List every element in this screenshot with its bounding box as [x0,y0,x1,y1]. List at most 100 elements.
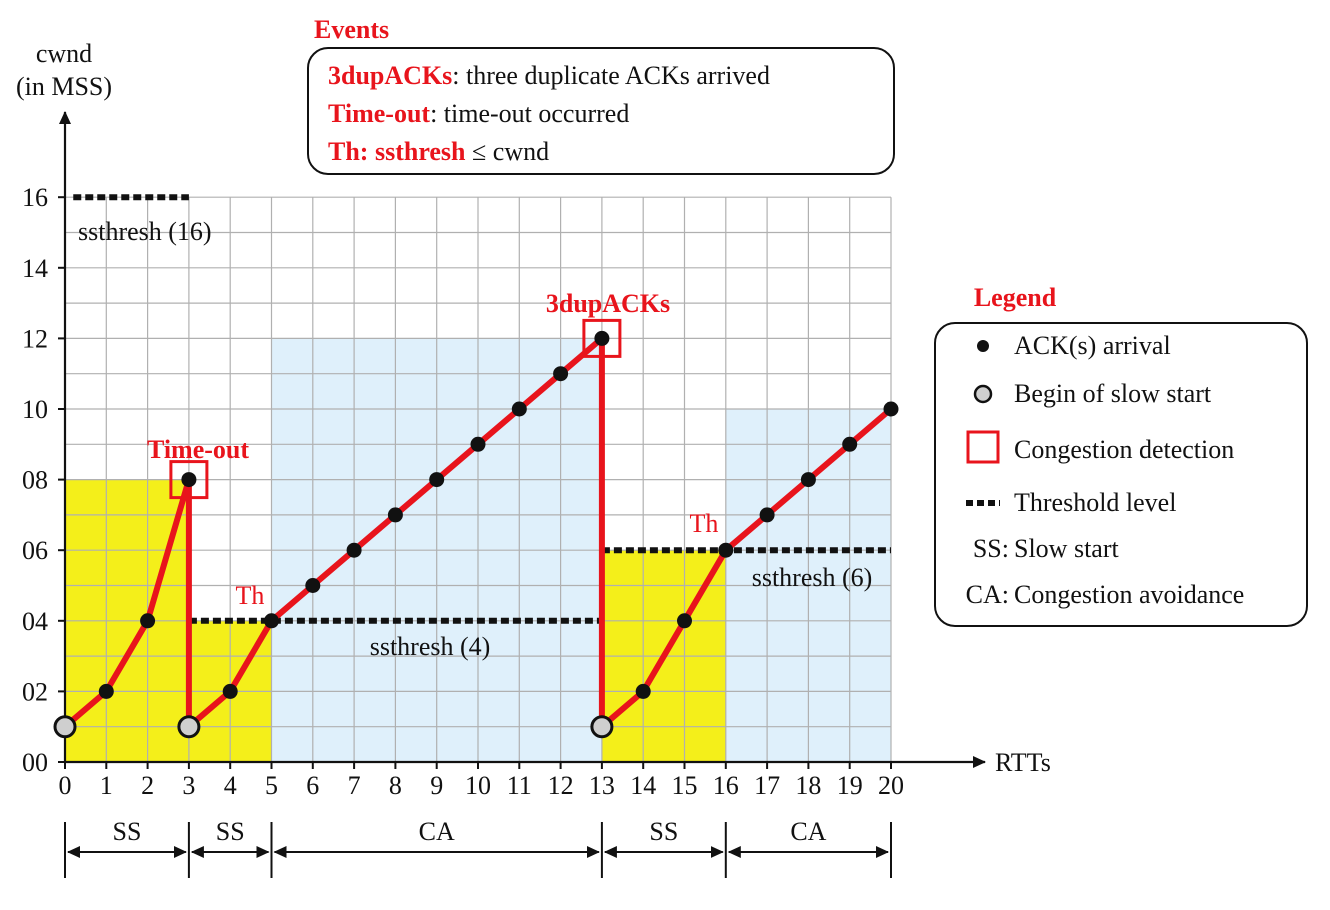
legend-label: Congestion detection [1014,435,1234,464]
ack-point [718,542,734,558]
x-tick-label: 3 [182,771,195,800]
y-tick-label: 04 [22,607,48,636]
events-desc: : three duplicate ACKs arrived [452,61,770,90]
th-marker-label: Th [690,509,719,538]
ack-point [181,472,197,488]
legend-label: Slow start [1014,534,1120,563]
axes: 0 1 2 3 4 5 6 7 8 9 10 11 12 13 14 15 16 17 18 19 2000020406… [16,39,1051,800]
x-tick-label: 17 [754,771,780,800]
x-tick-label: 18 [795,771,821,800]
ack-point [883,401,899,417]
phase-label: SS [216,817,245,846]
x-tick-label: 13 [589,771,615,800]
x-tick-label: 0 [59,771,72,800]
x-tick-label: 20 [878,771,904,800]
ack-point [553,366,569,382]
x-tick-label: 12 [548,771,574,800]
congestion-square [169,460,209,500]
x-tick-label: 7 [348,771,361,800]
ack-point [511,401,527,417]
ack-point [594,330,610,346]
legend-label: ACK(s) arrival [1014,331,1171,360]
x-tick-label: 19 [837,771,863,800]
ack-point [346,542,362,558]
events-line: 3dupACKs: three duplicate ACKs arrived [328,61,770,90]
y-tick-label: 02 [22,677,48,706]
legend-frame [934,322,1308,627]
x-tick-label: 16 [713,771,739,800]
events-desc: : time-out occurred [430,99,629,128]
x-tick-label: 9 [430,771,443,800]
events-line: Th: ssthresh ≤ cwnd [328,137,549,166]
y-tick-label: 00 [22,748,48,777]
ack-point [470,436,486,452]
y-tick-label: 12 [22,324,48,353]
phase-label: SS [112,817,141,846]
events-term: Time-out [328,99,430,128]
begin-slow-start-point [177,715,201,739]
x-tick-label: 8 [389,771,402,800]
congestion-event-label: Time-out [147,435,249,464]
ack-point [842,436,858,452]
ack-point [264,613,279,629]
y-tick-label: 10 [22,395,48,424]
x-tick-label: 1 [100,771,113,800]
x-tick-label: 2 [141,771,154,800]
y-axis-label: cwnd [36,39,92,68]
threshold-label: ssthresh (6) [752,563,873,592]
ack-point [98,683,114,699]
threshold-lines: ssthresh (16) ssthresh (4) ssthresh (6) [73,194,891,661]
point-markers: Time-out 3dupACKs Th Th [53,289,899,739]
congestion-square [582,318,622,358]
events-term: 3dupACKs [328,61,452,90]
legend-abbrev: CA: [966,580,1009,609]
x-tick-label: 5 [265,771,278,800]
x-tick-label: 4 [224,771,237,800]
threshold-label: ssthresh (16) [78,217,212,246]
legend-label: Congestion avoidance [1014,580,1244,609]
x-tick-label: 11 [507,771,532,800]
y-tick-label: 16 [22,183,48,212]
y-tick-label: 14 [22,254,48,283]
ack-point [800,472,816,488]
events-frame [307,47,895,175]
ack-point [635,683,651,699]
legend-title: Legend [974,283,1057,312]
events-desc: ≤ cwnd [466,137,550,166]
events-box: Events 3dupACKs: three duplicate ACKs arr… [307,15,895,175]
x-tick-label: 14 [630,771,656,800]
x-axis-label: RTTs [995,748,1051,777]
ack-point [305,578,321,593]
legend-label: Threshold level [1014,488,1176,517]
phase-label: SS [649,817,678,846]
x-tick-label: 10 [465,771,491,800]
th-marker-label: Th [236,581,265,610]
begin-slow-start-point [590,715,614,739]
legend-abbrev: SS: [973,534,1009,563]
legend-red-square [966,430,1000,464]
ack-point [140,613,156,629]
legend-label: Begin of slow start [1014,379,1212,408]
ack-point [677,613,692,629]
phase-label: CA [790,817,826,846]
congestion-event-label: 3dupACKs [546,289,670,318]
y-tick-label: 08 [22,466,48,495]
ack-point [387,507,403,523]
y-axis-unit: (in MSS) [16,72,112,101]
events-title: Events [314,15,389,44]
phase-brackets: SS SS CA SS CA [64,817,892,878]
threshold-label: ssthresh (4) [370,632,491,661]
ack-point [222,683,238,699]
x-tick-label: 15 [672,771,698,800]
ack-point [429,472,445,488]
legend-ack-dot [977,340,989,352]
events-term: Th: ssthresh [328,137,466,166]
phase-label: CA [419,817,455,846]
events-line: Time-out: time-out occurred [328,99,629,128]
x-tick-label: 6 [306,771,319,800]
y-tick-label: 06 [22,536,48,565]
legend-box: Legend ACK(s) arrival Begin of slow start C… [934,283,1308,627]
begin-slow-start-point [53,715,77,739]
